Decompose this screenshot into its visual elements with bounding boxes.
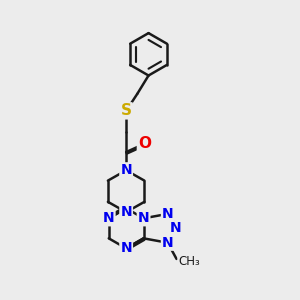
Text: N: N [120,241,132,255]
Text: N: N [162,236,173,250]
Text: S: S [121,103,132,118]
Text: O: O [138,136,151,151]
Text: N: N [103,211,115,225]
Text: N: N [120,163,132,177]
Text: N: N [120,205,132,219]
Text: N: N [162,207,173,221]
Text: N: N [138,211,149,225]
Text: CH₃: CH₃ [178,255,200,268]
Text: N: N [169,221,181,235]
